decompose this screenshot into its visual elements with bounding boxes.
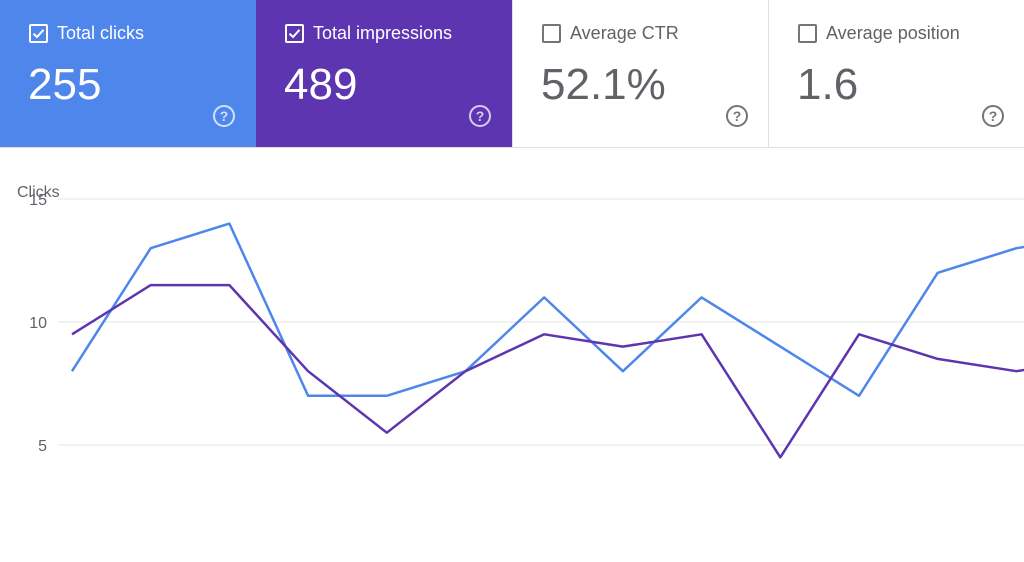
y-tick-labels: 15 10 5 bbox=[29, 192, 47, 455]
checkbox-checked-icon[interactable] bbox=[29, 23, 48, 43]
metric-card-header: Total impressions bbox=[285, 22, 452, 44]
metric-value: 255 bbox=[28, 60, 102, 109]
metric-card-header: Average CTR bbox=[542, 22, 679, 44]
series-line-2 bbox=[71, 283, 1024, 459]
series-line-1 bbox=[70, 222, 1024, 398]
metric-label: Total impressions bbox=[313, 23, 453, 43]
checkbox-unchecked-icon[interactable] bbox=[798, 23, 817, 43]
metric-value: 52.1% bbox=[541, 60, 666, 109]
metric-card-header: Average position bbox=[798, 22, 960, 44]
cards-divider bbox=[0, 147, 1024, 148]
clicks-line-chart: 15 10 5 bbox=[29, 192, 1024, 459]
metric-label: Average position bbox=[826, 23, 960, 43]
metric-label: Total clicks bbox=[57, 23, 145, 43]
metric-card-average-ctr[interactable]: Average CTR 52.1% ? bbox=[512, 0, 768, 147]
metric-value: 1.6 bbox=[797, 60, 859, 109]
help-icon[interactable]: ? bbox=[982, 105, 1004, 127]
checkbox-unchecked-icon[interactable] bbox=[542, 23, 561, 43]
y-axis-title: Clicks bbox=[17, 184, 60, 201]
help-icon[interactable]: ? bbox=[213, 105, 235, 127]
checkbox-checked-icon[interactable] bbox=[285, 23, 304, 43]
chart-gridlines bbox=[58, 198, 1024, 446]
metric-label: Average CTR bbox=[570, 23, 679, 43]
metric-card-total-impressions[interactable]: Total impressions 489 ? bbox=[256, 0, 512, 147]
y-tick-label: 10 bbox=[29, 315, 47, 332]
metric-card-total-clicks[interactable]: Total clicks 255 ? bbox=[0, 0, 256, 147]
chart-series bbox=[70, 222, 1024, 459]
metric-cards: Total clicks 255 ? Total impressions 489… bbox=[0, 0, 1024, 147]
metric-card-average-position[interactable]: Average position 1.6 ? bbox=[768, 0, 1024, 147]
y-tick-label: 5 bbox=[38, 438, 47, 455]
metric-value: 489 bbox=[284, 60, 358, 109]
metric-card-header: Total clicks bbox=[29, 22, 144, 44]
help-icon[interactable]: ? bbox=[469, 105, 491, 127]
help-icon[interactable]: ? bbox=[726, 105, 748, 127]
y-tick-label: 15 bbox=[29, 192, 47, 209]
